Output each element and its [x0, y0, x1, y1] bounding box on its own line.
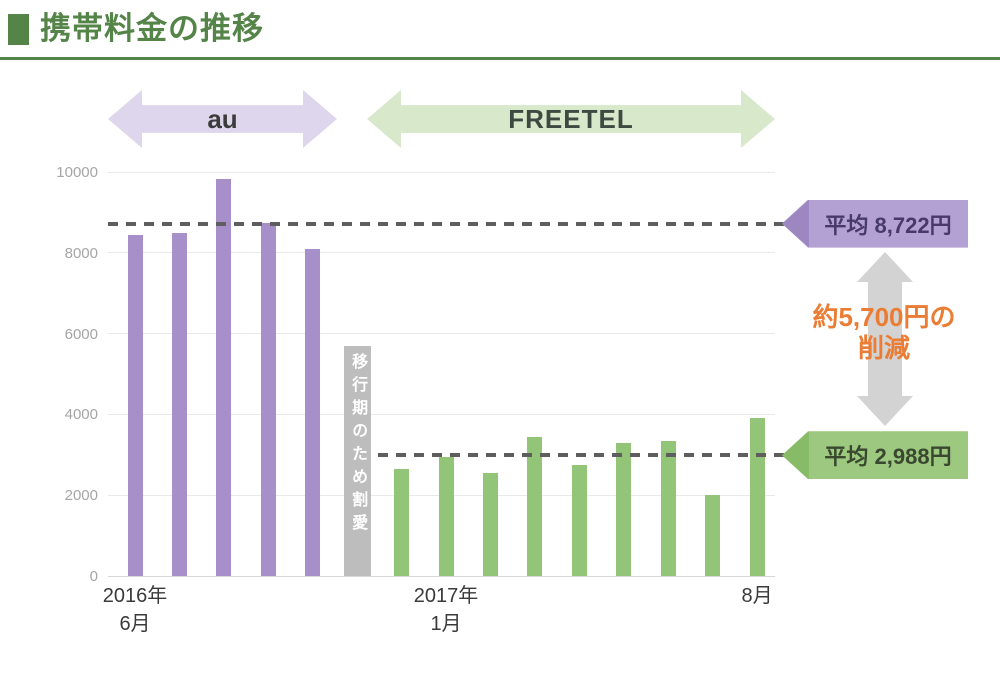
bar-freetel-11: [616, 442, 632, 576]
reduction-annotation-line1: 約5,700円の: [812, 302, 956, 332]
average-tag-freetel-pointer-icon: [782, 431, 809, 480]
reduction-annotation: 約5,700円の 削減: [788, 302, 980, 364]
period-arrow-freetel: FREETEL: [367, 90, 775, 148]
average-tag-au-pointer-icon: [782, 199, 809, 248]
y-axis-tick-10000: 10000: [56, 164, 98, 181]
period-arrow-au-label: au: [207, 103, 238, 134]
bar-au-3: [260, 223, 276, 576]
average-tag-au-label: 平均 8,722円: [824, 212, 952, 238]
y-axis-tick-8000: 8000: [64, 244, 98, 262]
bar-freetel-12: [660, 440, 676, 576]
y-axis-tick-6000: 6000: [64, 325, 98, 343]
y-axis-tick-2000: 2000: [64, 487, 98, 505]
x-axis-label-7: 2017年 1月: [413, 585, 479, 635]
bar-freetel-7: [438, 456, 454, 576]
y-axis-tick-0: 0: [89, 568, 98, 585]
bar-freetel-9: [527, 436, 543, 576]
period-arrow-au: au: [108, 90, 337, 148]
bar-au-1: [171, 232, 187, 576]
bar-freetel-10: [571, 464, 587, 576]
average-tag-au: 平均 8,722円: [782, 199, 968, 248]
period-arrow-freetel-label: FREETEL: [508, 103, 634, 134]
gridline-6000: [108, 333, 775, 335]
gridline-10000: [108, 171, 775, 173]
gridline-0: [108, 575, 775, 577]
bar-au-2: [216, 178, 232, 576]
x-axis-label-14: 8月: [741, 585, 773, 607]
average-tag-freetel-label: 平均 2,988円: [824, 444, 952, 470]
page-title: 携帯料金の推移: [40, 11, 264, 46]
x-axis-label-0: 2016年 6月: [102, 585, 168, 635]
bar-transition-5: 移行期のため割愛: [343, 345, 371, 576]
average-dashed-line-freetel: [377, 453, 784, 458]
average-dashed-line-au: [108, 221, 784, 226]
bar-freetel-8: [482, 472, 498, 576]
bar-freetel-13: [705, 495, 721, 576]
transition-bar-label: 移行期のため割愛: [349, 352, 367, 537]
gridline-4000: [108, 413, 775, 415]
bar-au-4: [305, 248, 321, 576]
average-tag-freetel: 平均 2,988円: [782, 431, 968, 480]
gridline-8000: [108, 252, 775, 254]
bar-au-0: [127, 234, 143, 576]
title-bullet-square: [8, 14, 29, 45]
bar-freetel-14: [749, 418, 765, 576]
reduction-annotation-line2: 削減: [857, 333, 910, 363]
bar-freetel-6: [394, 468, 410, 576]
y-axis-tick-4000: 4000: [64, 406, 98, 424]
title-underline: [0, 57, 1000, 60]
